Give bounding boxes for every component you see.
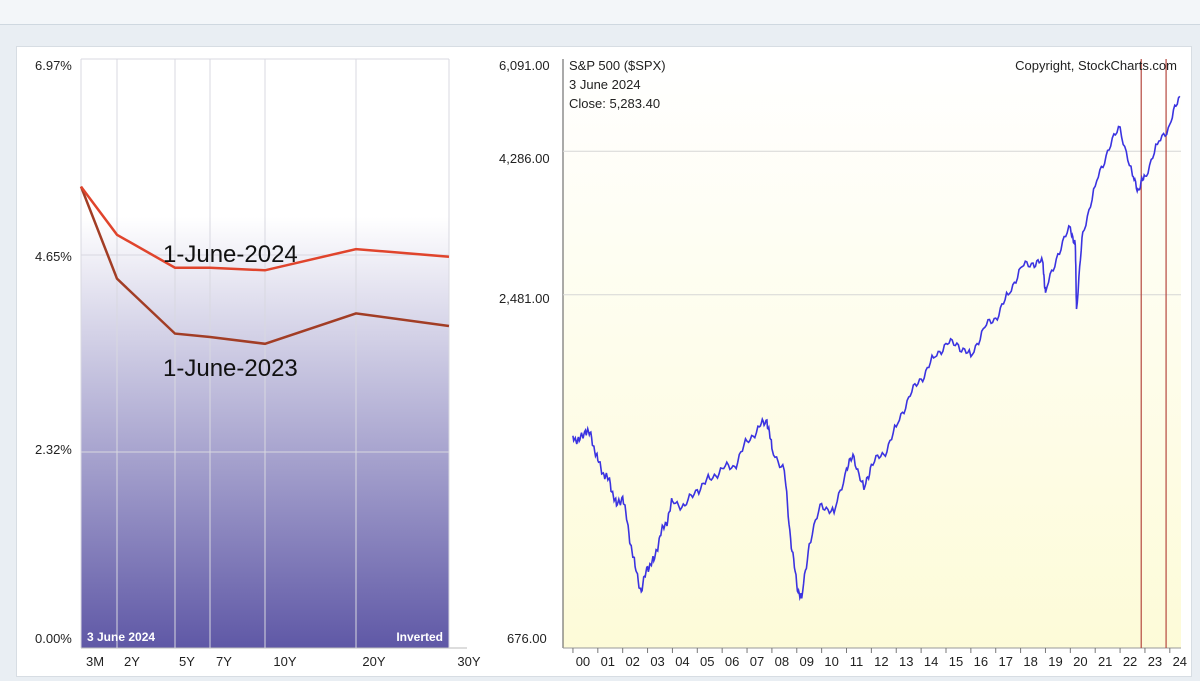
yield-inverted-annotation: Inverted — [396, 630, 443, 644]
yield-x-tick-label: 2Y — [124, 654, 140, 669]
spx-x-tick-label: 13 — [899, 654, 913, 669]
spx-x-tick-label: 22 — [1123, 654, 1137, 669]
spx-x-tick-label: 07 — [750, 654, 764, 669]
spx-x-tick-label: 18 — [1023, 654, 1037, 669]
yield-date-annotation: 3 June 2024 — [87, 630, 155, 644]
yield-y-tick-label: 0.00% — [35, 631, 72, 646]
yield-curve-chart: 6.97% 4.65% 2.32% 0.00% 3M 2Y 5Y 7Y 10Y 20Y 30… — [35, 58, 481, 669]
yield-line-2024 — [79, 185, 450, 272]
yield-y-tick-label: 6.97% — [35, 58, 72, 73]
spx-x-tick-label: 00 — [576, 654, 590, 669]
spx-date: 3 June 2024 — [569, 77, 641, 92]
spx-x-tick-label: 08 — [775, 654, 789, 669]
spx-x-tick-label: 12 — [874, 654, 888, 669]
spx-vertical-markers — [1140, 59, 1167, 648]
spx-x-tick-label: 17 — [998, 654, 1012, 669]
series-label-2023: 1-June-2023 — [163, 355, 298, 382]
series-label-2024: 1-June-2024 — [163, 241, 298, 268]
spx-x-tick-label: 06 — [725, 654, 739, 669]
browser-top-bar — [0, 0, 1200, 25]
yield-y-ticks: 6.97% 4.65% 2.32% 0.00% — [35, 58, 72, 646]
spx-y-ticks: 6,091.00 4,286.00 2,481.00 676.00 — [499, 58, 550, 646]
spx-y-tick-label: 2,481.00 — [499, 291, 550, 306]
spx-x-tick-label: 24 — [1173, 654, 1187, 669]
spx-y-tick-label: 4,286.00 — [499, 151, 550, 166]
spx-x-tick-label: 09 — [800, 654, 814, 669]
spx-close: Close: 5,283.40 — [569, 96, 660, 111]
spx-copyright: Copyright, StockCharts.com — [1015, 58, 1177, 73]
yield-x-tick-label: 5Y — [179, 654, 195, 669]
spx-x-tick-label: 19 — [1048, 654, 1062, 669]
yield-x-tick-label: 7Y — [216, 654, 232, 669]
spx-x-tick-label: 14 — [924, 654, 938, 669]
spx-x-tick-label: 03 — [650, 654, 664, 669]
spx-x-tick-label: 21 — [1098, 654, 1112, 669]
yield-gridlines — [80, 58, 450, 648]
spx-chart: 6,091.00 4,286.00 2,481.00 676.00 00 01 02… — [499, 58, 1187, 669]
spx-price-line — [572, 95, 1181, 602]
spx-plot-background — [563, 59, 1181, 648]
spx-x-tick-label: 15 — [949, 654, 963, 669]
spx-x-tick-label: 04 — [675, 654, 689, 669]
charts-panel: 6.97% 4.65% 2.32% 0.00% 3M 2Y 5Y 7Y 10Y 20Y 30… — [16, 46, 1192, 677]
yield-x-tick-label: 20Y — [362, 654, 385, 669]
spx-x-tick-label: 11 — [850, 654, 864, 669]
spx-y-tick-label: 676.00 — [507, 631, 547, 646]
yield-x-tick-label: 10Y — [273, 654, 296, 669]
spx-x-tick-label: 16 — [974, 654, 988, 669]
yield-x-ticks: 3M 2Y 5Y 7Y 10Y 20Y 30Y — [86, 654, 481, 669]
yield-y-tick-label: 2.32% — [35, 442, 72, 457]
spx-title: S&P 500 ($SPX) — [569, 58, 666, 73]
spx-x-tick-label: 10 — [824, 654, 838, 669]
charts-canvas: 6.97% 4.65% 2.32% 0.00% 3M 2Y 5Y 7Y 10Y 20Y 30… — [35, 58, 1187, 669]
spx-x-tick-label: 01 — [601, 654, 615, 669]
spx-x-tick-label: 02 — [625, 654, 639, 669]
spx-y-tick-label: 6,091.00 — [499, 58, 550, 73]
spx-x-ticks: 00 01 02 03 04 05 06 07 08 09 10 11 12 13 14 15 16 17 18 19… — [572, 648, 1187, 669]
spx-x-tick-label: 23 — [1148, 654, 1162, 669]
yield-x-tick-label: 3M — [86, 654, 104, 669]
spx-x-tick-label: 05 — [700, 654, 714, 669]
yield-y-tick-label: 4.65% — [35, 249, 72, 264]
spx-x-tick-label: 20 — [1073, 654, 1087, 669]
yield-x-tick-label: 30Y — [457, 654, 480, 669]
yield-line-2023 — [79, 186, 450, 346]
